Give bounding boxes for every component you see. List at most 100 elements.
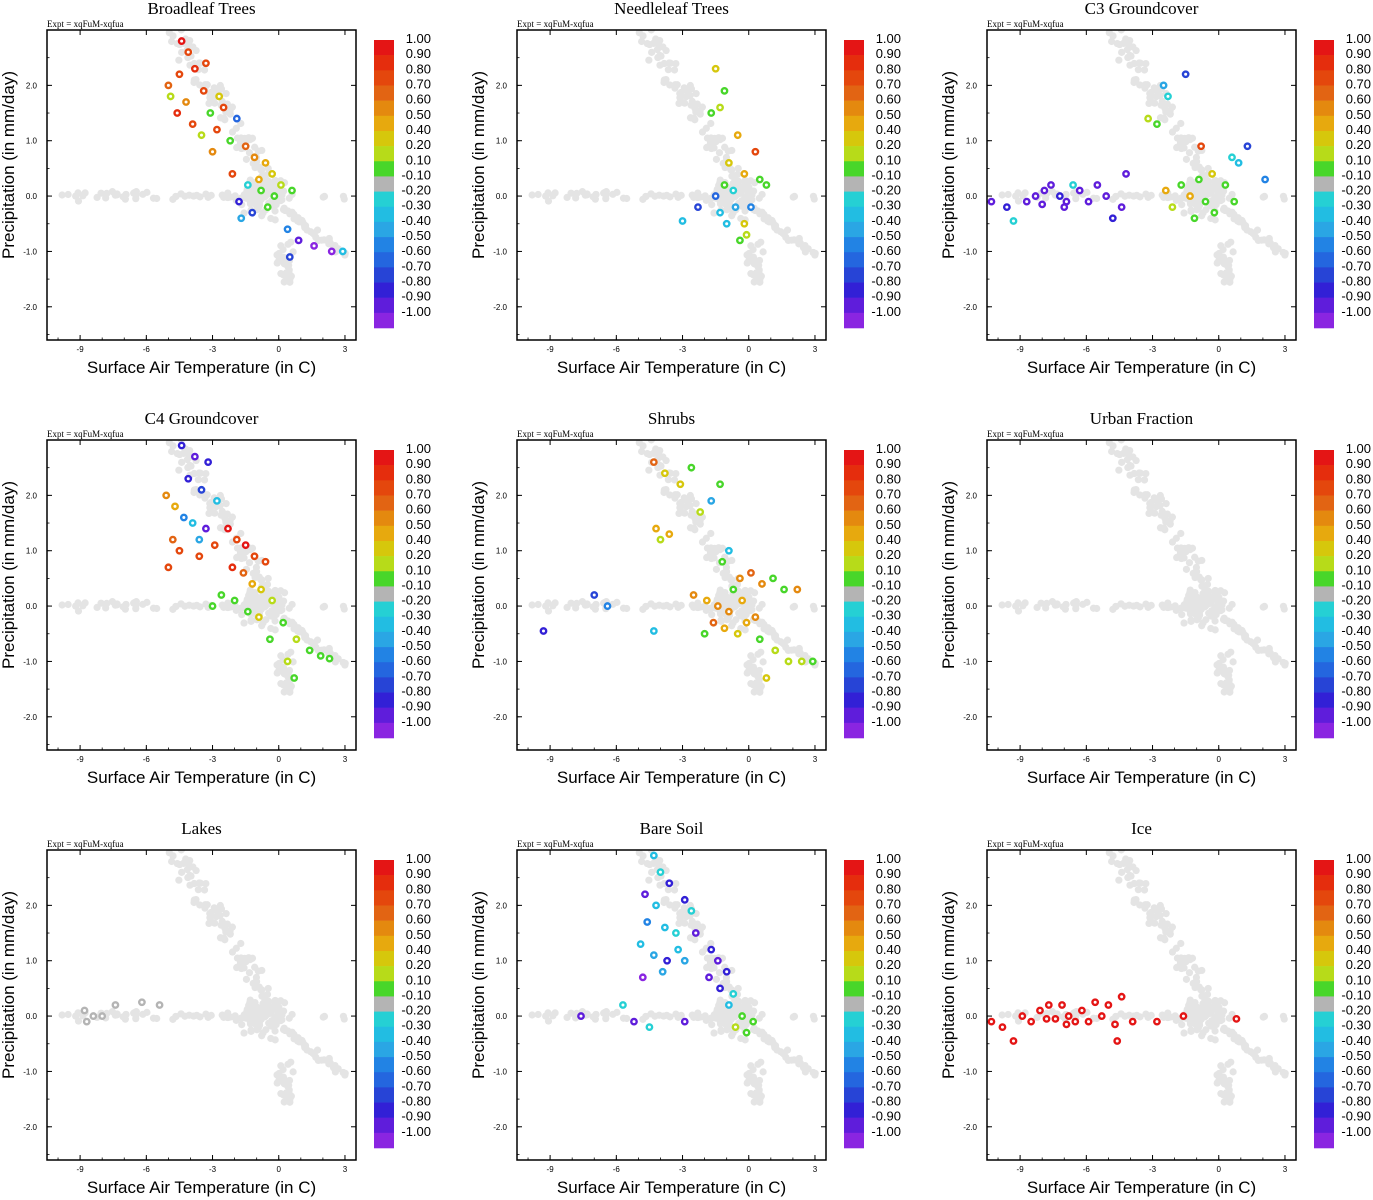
background-point xyxy=(74,599,82,607)
colorbar-label: 0.80 xyxy=(406,881,431,896)
data-point xyxy=(758,580,766,588)
data-point xyxy=(1038,200,1047,209)
background-point xyxy=(1177,529,1185,538)
background-point xyxy=(1233,1034,1241,1042)
plot-frame xyxy=(46,439,357,751)
colorbar-label: -0.40 xyxy=(1341,623,1371,638)
y-tick-label: 0.0 xyxy=(496,602,508,611)
background-point xyxy=(645,466,653,474)
colorbar-label: 0.10 xyxy=(406,972,431,987)
x-axis-label: Surface Air Temperature (in C) xyxy=(1027,768,1256,787)
background-point xyxy=(1226,1095,1234,1103)
y-axis-label: Precipitation (in mm/day) xyxy=(469,71,488,259)
background-point xyxy=(1212,192,1221,200)
background-point xyxy=(763,624,771,632)
background-point xyxy=(1217,652,1225,660)
panel-title: Ice xyxy=(1131,819,1152,838)
x-tick-label: -6 xyxy=(613,755,621,764)
background-point xyxy=(795,236,803,244)
data-point xyxy=(731,1023,740,1032)
colorbar-label: -1.00 xyxy=(1341,304,1371,319)
colorbar-swatch xyxy=(374,1011,394,1028)
panel-title: Lakes xyxy=(181,819,222,838)
colorbar-swatch xyxy=(844,692,864,708)
colorbar-label: 1.00 xyxy=(876,851,901,866)
colorbar-label: 0.80 xyxy=(1346,881,1371,896)
background-point xyxy=(143,188,151,196)
background-point xyxy=(1166,193,1174,201)
background-point xyxy=(656,36,664,45)
background-point xyxy=(196,81,204,89)
data-point xyxy=(665,879,674,888)
data-point xyxy=(724,546,733,555)
background-point xyxy=(763,214,771,222)
background-point xyxy=(175,56,183,64)
background-point xyxy=(255,573,263,581)
colorbar-label: -0.70 xyxy=(401,258,431,273)
background-point xyxy=(270,1019,278,1027)
background-point xyxy=(192,46,200,55)
background-point xyxy=(270,199,278,207)
colorbar-label: 0.80 xyxy=(1346,61,1371,76)
colorbar-label: 0.10 xyxy=(406,152,431,167)
background-point xyxy=(1260,192,1269,200)
background-point xyxy=(696,603,704,611)
background-point xyxy=(742,602,751,610)
background-point xyxy=(1280,1015,1288,1023)
background-point xyxy=(184,463,192,472)
background-point xyxy=(1211,1003,1219,1011)
data-point xyxy=(232,114,241,123)
background-point xyxy=(1117,30,1125,34)
background-point xyxy=(1195,597,1203,606)
data-point xyxy=(184,48,193,57)
data-point xyxy=(645,1023,654,1032)
background-point xyxy=(619,194,628,202)
background-point xyxy=(1132,866,1140,875)
data-point xyxy=(1084,197,1093,206)
data-point xyxy=(1027,1017,1036,1026)
data-point xyxy=(641,890,649,899)
background-point xyxy=(1152,93,1160,101)
background-point xyxy=(1222,616,1230,625)
background-point xyxy=(233,134,242,142)
data-point xyxy=(716,480,724,489)
data-point xyxy=(705,973,713,982)
background-point xyxy=(1279,1068,1287,1077)
data-point xyxy=(1144,114,1153,123)
background-point xyxy=(1179,955,1187,963)
background-point xyxy=(286,275,294,283)
background-point xyxy=(1187,207,1195,215)
background-point xyxy=(666,491,674,499)
background-point xyxy=(1162,910,1170,918)
background-point xyxy=(1265,646,1273,654)
data-point xyxy=(720,181,729,189)
data-point xyxy=(590,591,599,599)
data-point xyxy=(738,1012,747,1020)
background-point xyxy=(666,469,675,477)
background-point xyxy=(602,1008,610,1016)
background-point xyxy=(1204,164,1212,173)
background-point xyxy=(721,143,729,151)
background-point xyxy=(293,1034,301,1042)
background-point xyxy=(534,600,542,609)
data-point xyxy=(603,602,612,610)
background-point xyxy=(655,191,663,199)
y-tick-label: -1.0 xyxy=(493,247,507,256)
colorbar-label: -0.70 xyxy=(1341,1078,1371,1093)
data-point xyxy=(215,92,224,101)
background-point xyxy=(602,188,610,196)
background-point xyxy=(1178,1021,1186,1029)
colorbar-label: 0.60 xyxy=(406,912,431,927)
background-point xyxy=(233,544,242,552)
background-point xyxy=(728,622,736,630)
colorbar-label: 0.50 xyxy=(876,927,901,942)
data-point xyxy=(672,929,680,937)
background-point xyxy=(192,866,200,875)
data-point xyxy=(243,607,252,616)
background-point xyxy=(175,466,183,474)
colorbar-label: 1.00 xyxy=(406,851,431,866)
data-point xyxy=(663,956,671,965)
data-point xyxy=(261,557,270,566)
background-point xyxy=(220,510,228,518)
colorbar: 1.000.900.800.700.600.500.400.200.10-0.1… xyxy=(844,31,901,329)
